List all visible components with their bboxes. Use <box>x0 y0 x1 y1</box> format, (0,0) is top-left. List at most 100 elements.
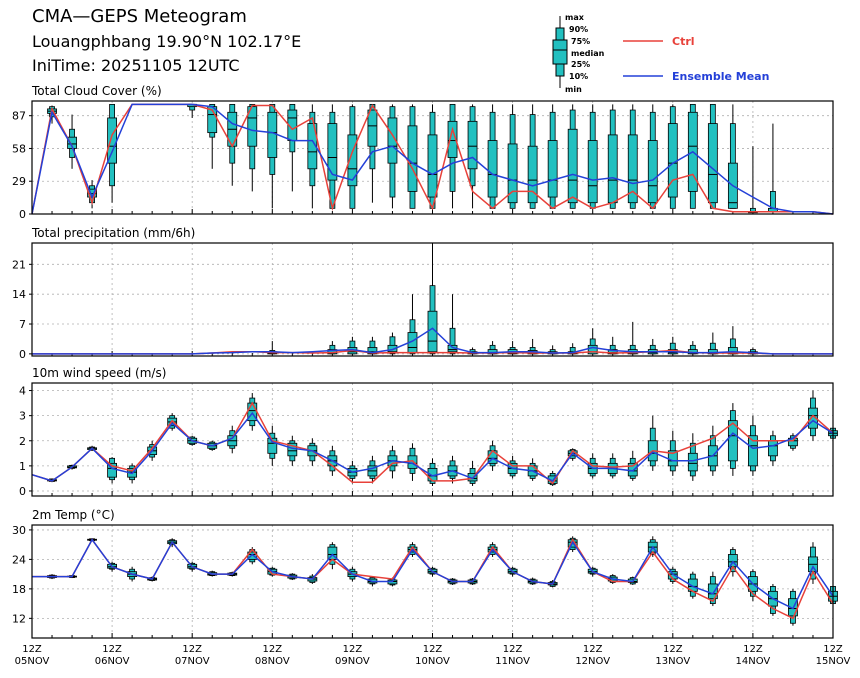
x-tick-date: 05NOV <box>15 656 50 667</box>
cloud-box-75 <box>267 111 278 158</box>
legend-box-inner <box>552 39 568 65</box>
precip-frame <box>31 242 834 357</box>
legend-label-75: 75% <box>571 37 590 46</box>
precip-box-75 <box>587 344 598 355</box>
cloud-box-75 <box>507 143 518 204</box>
cloud-box-75 <box>547 140 558 198</box>
wind-frame <box>31 382 834 497</box>
x-tick-hour: 12Z <box>583 644 603 655</box>
precip-ytick-label: 7 <box>19 318 26 331</box>
precip-box-90 <box>449 327 456 355</box>
wind-box-75 <box>808 407 818 429</box>
temp-ytick-label: 18 <box>12 583 26 596</box>
cloud-ytick-label: 29 <box>12 175 26 188</box>
wind-mean-line <box>31 411 834 482</box>
x-tick-date: 12NOV <box>575 656 610 667</box>
cloud-ytick-label: 87 <box>12 110 26 123</box>
cloud-box-75 <box>447 120 458 158</box>
x-tick-hour: 12Z <box>423 644 443 655</box>
legend-label-10: 10% <box>569 72 588 81</box>
panel-title-temp: 2m Temp (°C) <box>32 508 115 522</box>
cloud-box-75 <box>707 123 718 204</box>
cloud-box-75 <box>327 123 338 181</box>
temp-ytick-label: 30 <box>12 524 26 537</box>
chart-title: CMA—GEPS Meteogram <box>32 6 247 27</box>
cloud-box-75 <box>107 117 117 164</box>
wind-ytick-label: 1 <box>19 460 26 473</box>
cloud-frame <box>31 100 834 215</box>
cloud-box-75 <box>407 125 418 192</box>
cloud-mean-line <box>31 103 834 215</box>
wind-box-75 <box>768 440 778 457</box>
x-tick-date: 08NOV <box>255 656 290 667</box>
cloud-box-75 <box>487 140 498 198</box>
cloud-box-75 <box>347 134 358 187</box>
wind-ctrl-line <box>31 401 834 485</box>
precip-box-75 <box>727 347 738 355</box>
x-tick-date: 15NOV <box>816 656 851 667</box>
init-time-label: IniTime: 20251105 12UTC <box>32 56 240 75</box>
panel-title-cloud: Total Cloud Cover (%) <box>32 84 162 98</box>
temp-ytick-label: 24 <box>12 553 26 566</box>
legend-mean-label: Ensemble Mean <box>672 70 769 83</box>
precip-ytick-label: 14 <box>12 288 26 301</box>
x-tick-hour: 12Z <box>263 644 283 655</box>
precip-ytick-label: 0 <box>19 348 26 361</box>
wind-ytick-label: 0 <box>19 485 26 498</box>
cloud-box-75 <box>607 134 618 204</box>
cloud-box-75 <box>307 123 318 170</box>
x-tick-hour: 12Z <box>22 644 42 655</box>
cloud-box-75 <box>627 134 638 204</box>
precip-box-75 <box>607 349 618 355</box>
legend-label-min: min <box>565 85 582 94</box>
precip-ytick-label: 21 <box>12 258 26 271</box>
cloud-ytick-label: 0 <box>19 208 26 221</box>
legend-label-25: 25% <box>571 60 590 69</box>
x-tick-hour: 12Z <box>343 644 363 655</box>
x-tick-date: 06NOV <box>95 656 130 667</box>
cloud-box-75 <box>367 109 378 147</box>
legend-label-90: 90% <box>569 25 588 34</box>
x-tick-date: 11NOV <box>495 656 530 667</box>
x-tick-date: 13NOV <box>655 656 690 667</box>
wind-box-75 <box>748 435 758 467</box>
precip-box-75 <box>367 347 378 355</box>
x-tick-date: 09NOV <box>335 656 370 667</box>
x-tick-hour: 12Z <box>663 644 683 655</box>
x-tick-date: 10NOV <box>415 656 450 667</box>
x-tick-hour: 12Z <box>503 644 523 655</box>
legend-label-max: max <box>565 13 585 22</box>
wind-box-75 <box>727 420 738 462</box>
cloud-box-75 <box>567 128 578 204</box>
cloud-ytick-label: 58 <box>12 142 26 155</box>
location-label: Louangphbang 19.90°N 102.17°E <box>32 32 302 51</box>
x-tick-hour: 12Z <box>823 644 843 655</box>
wind-ytick-label: 4 <box>19 385 26 398</box>
x-tick-date: 07NOV <box>175 656 210 667</box>
x-tick-hour: 12Z <box>743 644 763 655</box>
cloud-box-75 <box>667 123 678 198</box>
x-tick-hour: 12Z <box>102 644 122 655</box>
wind-ytick-label: 3 <box>19 410 26 423</box>
legend-label-median: median <box>571 49 605 58</box>
cloud-box-75 <box>647 140 658 204</box>
wind-ytick-label: 2 <box>19 435 26 448</box>
wind-box-75 <box>267 437 278 454</box>
cloud-box-75 <box>467 120 478 170</box>
x-tick-hour: 12Z <box>182 644 202 655</box>
cloud-box-75 <box>387 117 398 164</box>
x-tick-date: 14NOV <box>736 656 771 667</box>
temp-ytick-label: 12 <box>12 612 26 625</box>
cloud-box-75 <box>427 134 438 198</box>
cloud-box-75 <box>587 140 598 204</box>
cloud-box-75 <box>527 145 538 204</box>
legend: max 90% 75% median 25% 10% min Ctrl Ense… <box>552 13 769 94</box>
temp-frame <box>31 524 834 639</box>
wind-box-75 <box>407 455 418 469</box>
precip-mean-line <box>32 327 833 355</box>
wind-box-75 <box>687 452 698 472</box>
panel-title-wind: 10m wind speed (m/s) <box>32 366 167 380</box>
temp-mean-line <box>32 538 834 610</box>
legend-ctrl-label: Ctrl <box>672 35 695 48</box>
